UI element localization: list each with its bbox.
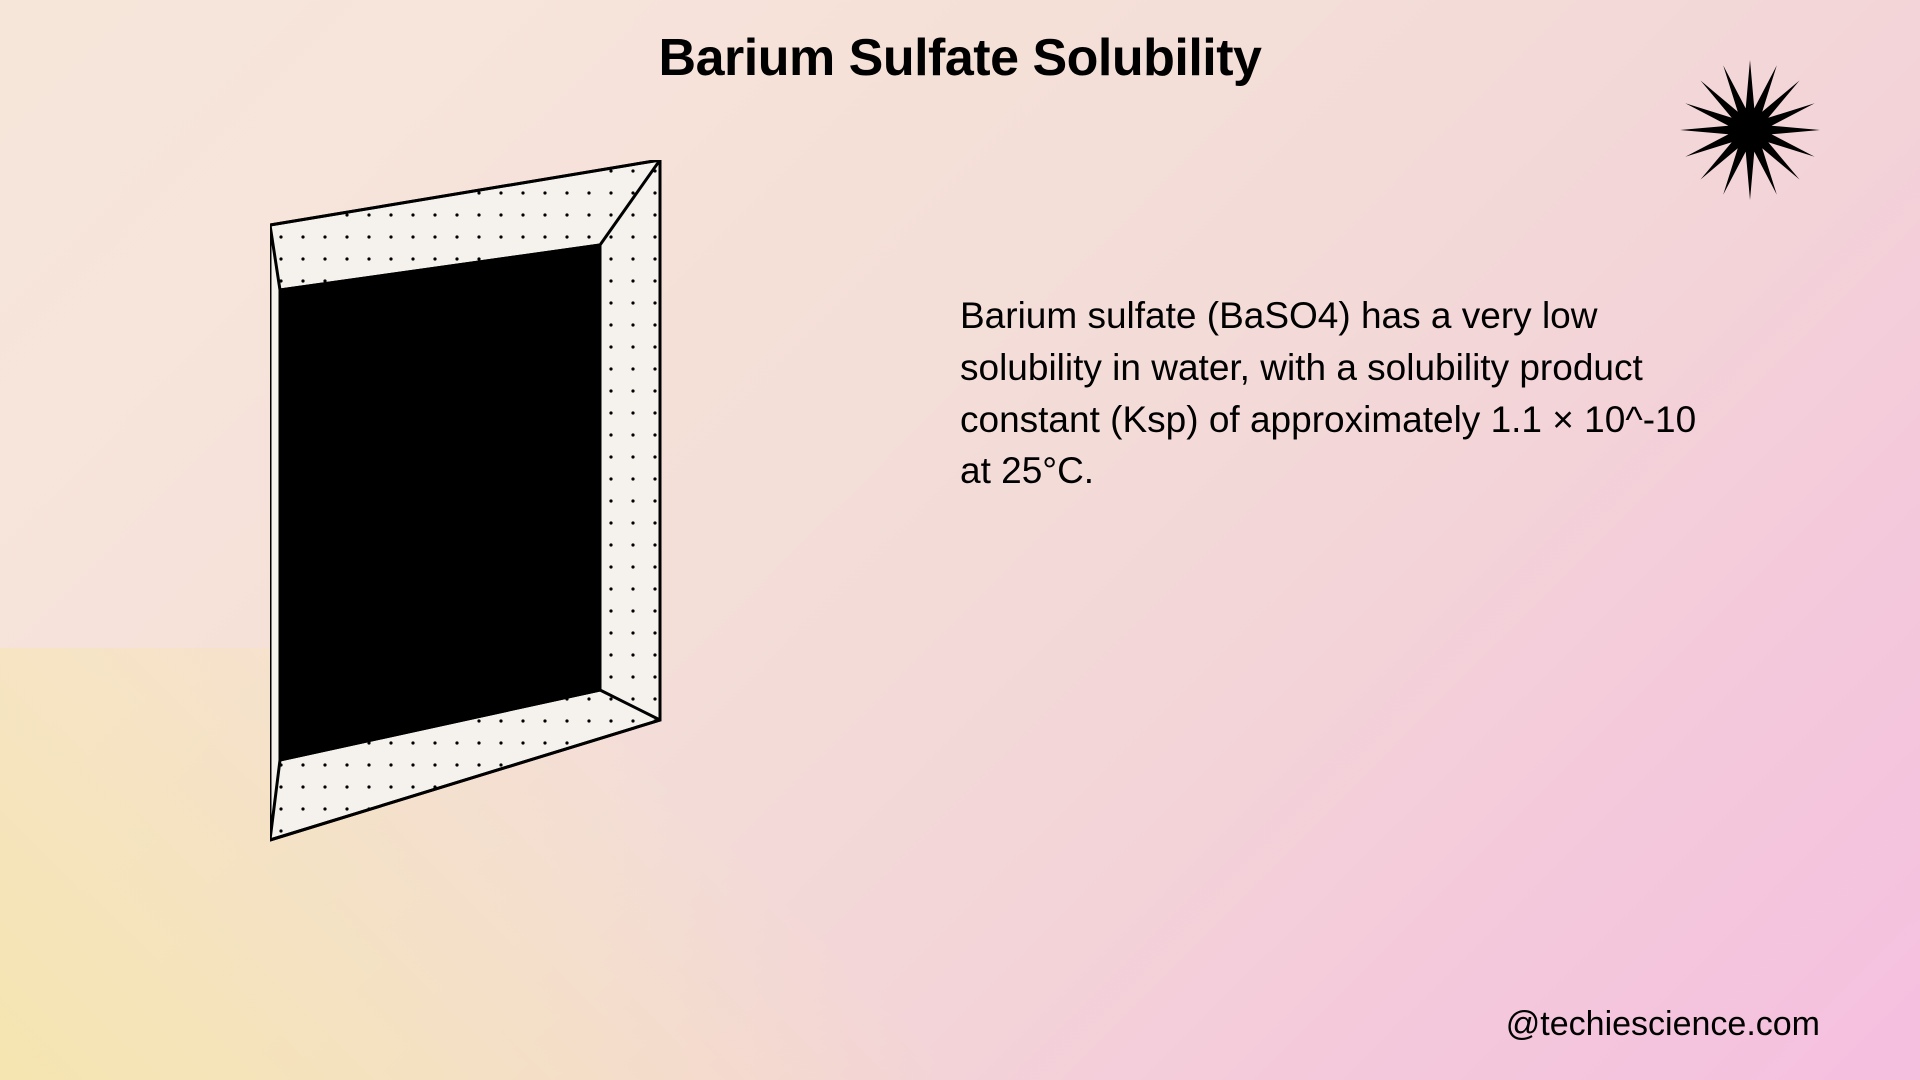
hexagon-frame-graphic (270, 160, 690, 910)
body-text: Barium sulfate (BaSO4) has a very low so… (960, 290, 1700, 497)
attribution-text: @techiescience.com (1506, 1005, 1820, 1044)
starburst-icon (1680, 60, 1820, 200)
page-title: Barium Sulfate Solubility (659, 28, 1262, 88)
